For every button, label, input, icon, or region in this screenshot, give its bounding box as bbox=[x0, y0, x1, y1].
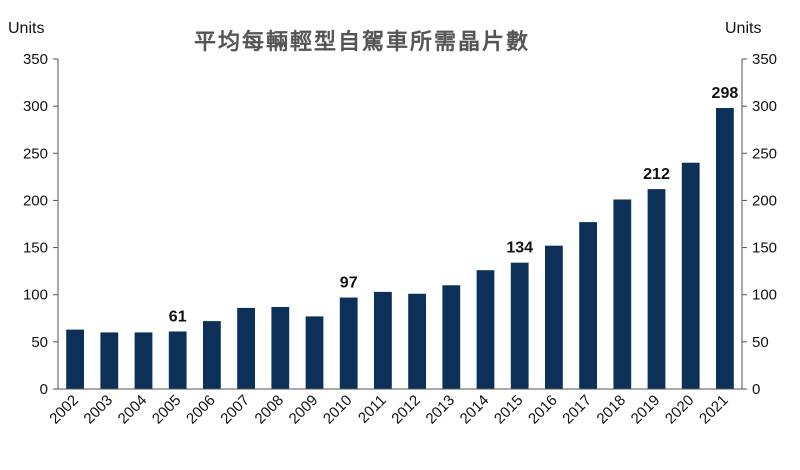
y-tick-label-right: 150 bbox=[752, 240, 777, 257]
x-tick-label: 2009 bbox=[286, 392, 322, 428]
bar-2004 bbox=[134, 332, 153, 389]
y-tick-label-left: 150 bbox=[23, 240, 48, 257]
y-tick-label-left: 0 bbox=[40, 381, 48, 398]
x-tick-label: 2005 bbox=[149, 392, 185, 428]
bar-2009 bbox=[305, 316, 324, 389]
bar-2021 bbox=[716, 108, 734, 390]
y-tick-label-right: 200 bbox=[752, 192, 777, 209]
y-tick-label-right: 300 bbox=[752, 98, 777, 115]
x-tick-label: 2015 bbox=[491, 392, 527, 428]
bar-2010 bbox=[339, 297, 358, 389]
data-labels: 61 97 134 212 298 bbox=[169, 85, 739, 325]
data-label-2021: 298 bbox=[712, 85, 739, 102]
y-axis-left: 0 50 100 150 200 250 300 350 bbox=[23, 51, 58, 398]
data-label-2010: 97 bbox=[340, 275, 358, 292]
bar-2020 bbox=[681, 162, 700, 389]
x-tick-label: 2019 bbox=[628, 392, 664, 428]
bar-2013 bbox=[442, 285, 461, 389]
x-tick-label: 2012 bbox=[388, 392, 424, 428]
bar-2008 bbox=[271, 306, 290, 389]
x-tick-label: 2003 bbox=[81, 392, 117, 428]
bar-2019 bbox=[647, 189, 666, 389]
x-tick-label: 2006 bbox=[183, 392, 219, 428]
bar-2007 bbox=[237, 307, 255, 389]
bar-2011 bbox=[374, 291, 392, 389]
y-tick-label-left: 100 bbox=[23, 287, 48, 304]
data-label-2005: 61 bbox=[169, 308, 187, 325]
data-label-2015: 134 bbox=[506, 240, 533, 257]
bar-2005 bbox=[168, 331, 187, 389]
bar-2002 bbox=[66, 329, 84, 389]
chart-title: 平均每輛輕型自駕車所需晶片數 bbox=[194, 29, 530, 55]
y-axis-right: 0 50 100 150 200 250 300 350 bbox=[742, 51, 777, 398]
bar-2017 bbox=[579, 222, 597, 389]
y-tick-label-right: 350 bbox=[752, 51, 777, 68]
y-tick-label-left: 200 bbox=[23, 192, 48, 209]
y-tick-label-right: 50 bbox=[752, 334, 769, 351]
bar-2016 bbox=[545, 245, 563, 389]
data-label-2019: 212 bbox=[643, 166, 670, 183]
x-tick-label: 2004 bbox=[115, 392, 151, 428]
x-tick-label: 2016 bbox=[525, 392, 561, 428]
y-tick-label-left: 250 bbox=[23, 145, 48, 162]
x-tick-label: 2010 bbox=[320, 392, 356, 428]
x-tick-label: 2018 bbox=[594, 392, 630, 428]
bar-2003 bbox=[100, 332, 119, 389]
x-tick-label: 2002 bbox=[46, 392, 82, 428]
y-axis-right-unit: Units bbox=[725, 20, 761, 37]
y-tick-label-left: 50 bbox=[31, 334, 48, 351]
y-tick-label-right: 100 bbox=[752, 287, 777, 304]
x-tick-label: 2017 bbox=[559, 392, 595, 428]
y-tick-label-right: 250 bbox=[752, 145, 777, 162]
x-tick-label: 2013 bbox=[423, 392, 459, 428]
x-tick-label: 2020 bbox=[662, 392, 698, 428]
y-axis-left-unit: Units bbox=[8, 20, 44, 37]
bar-2018 bbox=[613, 199, 632, 389]
x-tick-label: 2014 bbox=[457, 392, 493, 428]
y-tick-label-left: 300 bbox=[23, 98, 48, 115]
bar-2006 bbox=[203, 321, 221, 389]
y-tick-label-left: 350 bbox=[23, 51, 48, 68]
bar-2015 bbox=[510, 262, 529, 389]
bar-2014 bbox=[476, 270, 495, 389]
bar-2012 bbox=[408, 293, 426, 389]
x-tick-label: 2011 bbox=[355, 392, 390, 427]
bar-series bbox=[66, 108, 734, 390]
x-tick-label: 2021 bbox=[696, 392, 732, 428]
y-tick-label-right: 0 bbox=[752, 381, 760, 398]
x-tick-label: 2008 bbox=[252, 392, 288, 428]
x-tick-label: 2007 bbox=[217, 392, 253, 428]
